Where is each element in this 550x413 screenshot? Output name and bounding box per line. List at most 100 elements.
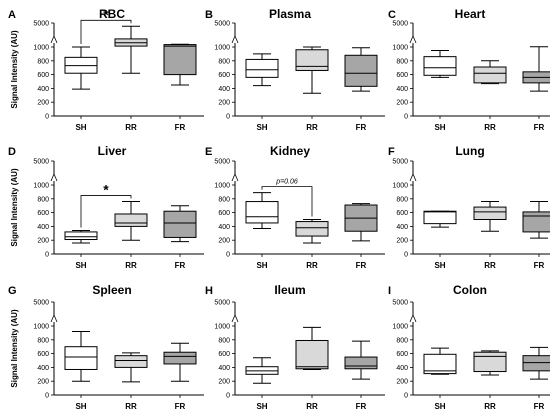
y-tick-label: 1000 xyxy=(214,45,230,52)
x-tick-label: SH xyxy=(256,123,267,132)
box-iqr xyxy=(64,346,98,370)
y-tick-label: 0 xyxy=(45,252,49,259)
y-tick-label: 600 xyxy=(37,351,49,358)
box-FR xyxy=(163,43,197,86)
y-tick-label: 200 xyxy=(218,100,230,107)
y-tick-label: 1000 xyxy=(214,324,230,331)
y-tick-label: 200 xyxy=(37,238,49,245)
box-RR xyxy=(114,352,148,383)
box-FR xyxy=(163,205,197,243)
box-SH xyxy=(64,230,98,244)
significance-bracket xyxy=(261,186,313,217)
box-iqr xyxy=(344,54,378,87)
box-FR xyxy=(163,342,197,382)
y-tick-label: 0 xyxy=(404,393,408,400)
axis-break-mark xyxy=(409,34,417,44)
box-iqr xyxy=(423,56,457,76)
y-tick-label: 800 xyxy=(37,58,49,65)
panel-title: RBC xyxy=(99,7,125,21)
y-tick-label: 600 xyxy=(218,210,230,217)
x-tick-label: RR xyxy=(484,261,496,270)
box-FR xyxy=(344,47,378,92)
y-tick-label: 5000 xyxy=(214,159,230,166)
panel-letter: A xyxy=(8,9,16,21)
x-tick-label: RR xyxy=(306,402,318,411)
box-SH xyxy=(64,46,98,90)
x-tick-label: SH xyxy=(256,402,267,411)
axis-break-mark xyxy=(409,172,417,182)
y-tick-label: 1000 xyxy=(214,183,230,190)
panel-title: Lung xyxy=(455,144,484,158)
box-SH xyxy=(64,331,98,382)
panel-D: D Liver Signal Intensity (AU) 0 200 400 600 800… xyxy=(8,144,204,270)
y-tick-label: 400 xyxy=(218,224,230,231)
box-iqr xyxy=(245,201,279,224)
x-tick-label: FR xyxy=(356,261,367,270)
y-tick-label: 1000 xyxy=(33,45,49,52)
axis-break-mark xyxy=(231,34,239,44)
panel-title: Heart xyxy=(455,7,486,21)
y-tick-label: 800 xyxy=(396,58,408,65)
box-RR xyxy=(295,219,329,244)
y-tick-label: 400 xyxy=(37,224,49,231)
y-tick-label: 400 xyxy=(218,86,230,93)
y-tick-label: 200 xyxy=(396,238,408,245)
axis-break-mark xyxy=(409,313,417,323)
x-tick-label: SH xyxy=(75,123,86,132)
y-tick-label: 0 xyxy=(226,252,230,259)
x-tick-label: FR xyxy=(534,402,545,411)
y-tick-label: 200 xyxy=(396,379,408,386)
box-SH xyxy=(423,210,457,228)
panel-letter: I xyxy=(388,285,391,297)
x-tick-label: SH xyxy=(256,261,267,270)
panel-H: H Ileum 0 200 400 600 800 1000 5000 SH RR FR xyxy=(205,283,385,411)
y-tick-label: 600 xyxy=(396,72,408,79)
box-iqr xyxy=(114,213,148,227)
box-iqr xyxy=(245,58,279,78)
significance-bracket xyxy=(80,19,132,44)
x-tick-label: SH xyxy=(75,402,86,411)
x-tick-label: RR xyxy=(125,402,137,411)
y-tick-label: 200 xyxy=(218,379,230,386)
x-tick-label: FR xyxy=(175,123,186,132)
box-SH xyxy=(423,49,457,78)
y-tick-label: 600 xyxy=(396,351,408,358)
axis-break-mark xyxy=(50,313,58,323)
x-tick-label: RR xyxy=(484,123,496,132)
y-tick-label: 200 xyxy=(396,100,408,107)
panel-A: A RBC Signal Intensity (AU) 0 200 400 600 800 10… xyxy=(8,6,204,132)
y-tick-label: 0 xyxy=(404,252,408,259)
box-RR xyxy=(114,201,148,241)
box-iqr xyxy=(473,206,507,221)
axis-break-mark xyxy=(50,34,58,44)
y-tick-label: 0 xyxy=(226,114,230,121)
significance-bracket xyxy=(80,195,132,228)
box-RR xyxy=(295,326,329,370)
box-iqr xyxy=(522,211,550,233)
y-tick-label: 600 xyxy=(218,351,230,358)
y-tick-label: 200 xyxy=(37,379,49,386)
y-tick-label: 1000 xyxy=(33,183,49,190)
x-tick-label: FR xyxy=(356,402,367,411)
y-tick-label: 5000 xyxy=(33,159,49,166)
box-iqr xyxy=(473,66,507,84)
box-iqr xyxy=(163,351,197,365)
box-SH xyxy=(245,192,279,229)
panel-title: Ileum xyxy=(274,283,305,297)
y-tick-label: 200 xyxy=(218,238,230,245)
box-SH xyxy=(245,53,279,87)
panel-B: B Plasma 0 200 400 600 800 1000 5000 SH RR FR xyxy=(205,7,385,132)
panel-letter: D xyxy=(8,146,16,158)
y-tick-label: 5000 xyxy=(392,21,408,28)
y-tick-label: 400 xyxy=(396,224,408,231)
y-tick-label: 5000 xyxy=(392,159,408,166)
y-tick-label: 800 xyxy=(396,196,408,203)
panel-C: C Heart 0 200 400 600 800 1000 5000 SH RR FR xyxy=(388,7,550,132)
y-tick-label: 1000 xyxy=(392,324,408,331)
y-tick-label: 800 xyxy=(396,337,408,344)
axis-break-mark xyxy=(50,172,58,182)
box-iqr xyxy=(344,356,378,370)
y-axis-label: Signal Intensity (AU) xyxy=(10,168,19,247)
panel-G: G Spleen Signal Intensity (AU) 0 200 400 600 80… xyxy=(8,283,204,411)
